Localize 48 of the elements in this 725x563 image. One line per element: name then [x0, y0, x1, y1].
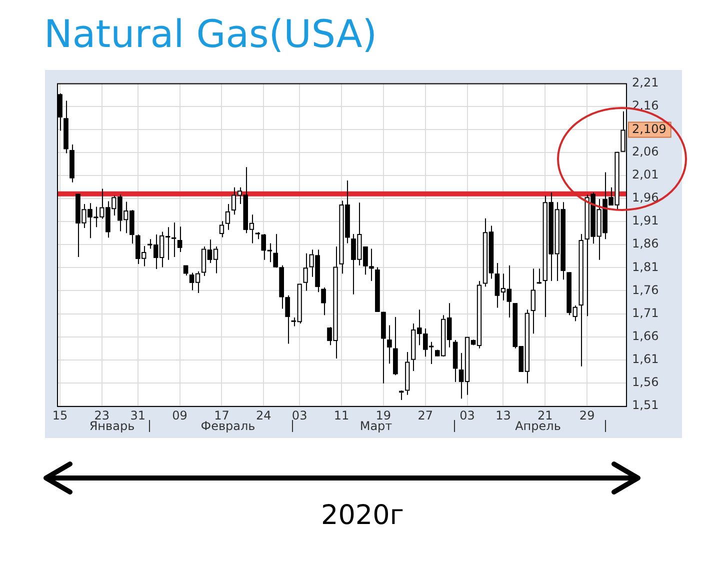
y-tick-label: 1,81	[632, 260, 659, 274]
x-tick-label: 29	[579, 408, 595, 422]
x-tick-label: 09	[172, 408, 188, 422]
candlestick	[369, 248, 374, 282]
y-tick-label: 1,61	[632, 352, 659, 366]
candlestick	[279, 264, 284, 310]
candlestick	[170, 222, 177, 258]
y-tick-label: 1,91	[632, 214, 659, 228]
candlestick	[177, 226, 182, 252]
candlestick	[530, 268, 536, 334]
candlestick	[273, 233, 278, 268]
candlestick	[225, 204, 230, 230]
x-tick-label: 27	[418, 408, 433, 422]
x-tick-label: 11	[334, 408, 350, 422]
x-tick-label: 15	[52, 408, 68, 422]
candlestick	[64, 100, 68, 154]
candlestick	[452, 340, 458, 383]
y-tick-label: 1,51	[632, 398, 659, 412]
y-tick-label: 1,71	[632, 306, 659, 320]
y-tick-label: 1,76	[632, 282, 659, 297]
y-tick-label: 1,66	[632, 328, 659, 343]
candlestick	[183, 264, 188, 276]
x-tick-label: 13	[496, 408, 511, 422]
y-tick-label: 2,06	[632, 144, 659, 158]
candlestick	[285, 294, 290, 344]
x-tick-label: 03	[292, 408, 308, 422]
x-tick-label: 24	[256, 408, 272, 422]
annotation: 2,109	[632, 122, 666, 136]
candlestick	[393, 316, 398, 376]
candlestick	[70, 144, 74, 183]
candlestick	[405, 352, 410, 396]
candlestick	[399, 390, 404, 401]
x-axis-title: 2020г	[320, 500, 405, 531]
candlestick	[387, 324, 392, 364]
y-tick-label: 1,86	[632, 236, 659, 251]
y-tick-label: 1,96	[632, 190, 659, 205]
candlestick	[381, 311, 386, 384]
candlestick	[321, 286, 326, 316]
candlestick	[375, 266, 380, 312]
candlestick	[219, 220, 224, 238]
y-tick-label: 1,56	[632, 375, 659, 390]
y-tick-label: 2,21	[632, 75, 659, 90]
x-tick-label: 03	[460, 408, 475, 422]
candlestick	[303, 252, 308, 292]
candlestick	[536, 268, 542, 284]
y-tick-label: 2,01	[632, 168, 659, 182]
chart-title: Natural Gas(USA)	[44, 12, 378, 56]
candlestick	[578, 233, 584, 367]
